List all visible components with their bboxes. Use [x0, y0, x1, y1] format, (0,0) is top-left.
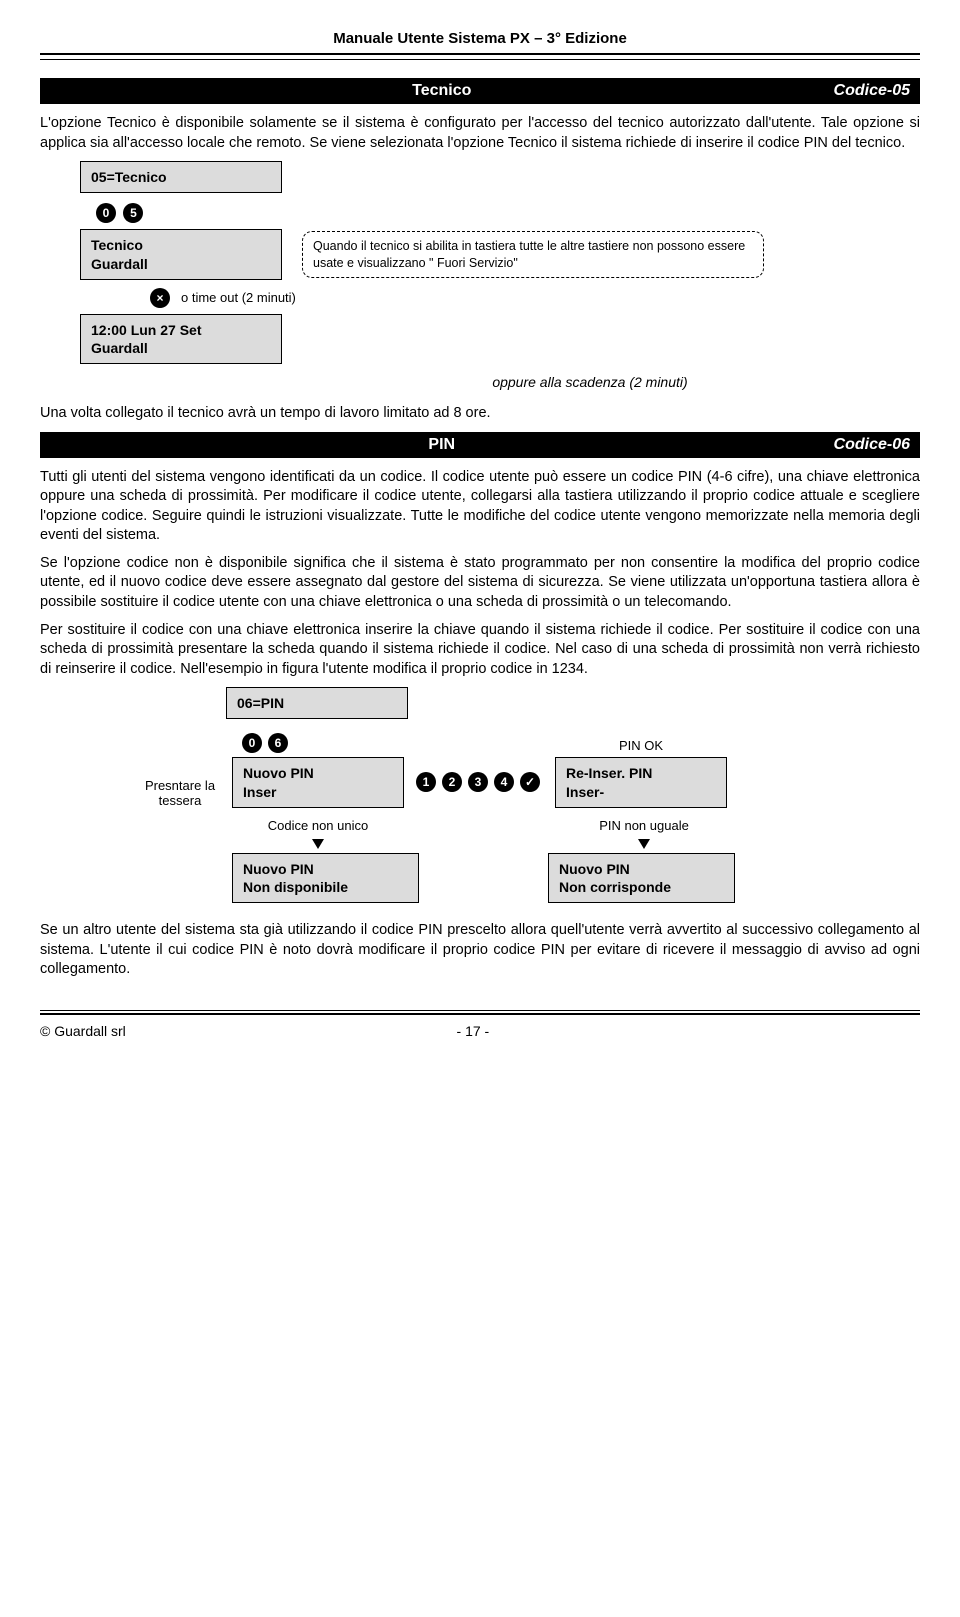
diagram-pin: 06=PIN Presntare latessera 0 6 Nuovo PIN…	[140, 687, 920, 903]
display-tecnico-guardall: Tecnico Guardall	[80, 229, 282, 279]
oppure-label: oppure alla scadenza (2 minuti)	[260, 374, 920, 390]
footer-copyright: © Guardall srl	[40, 1023, 126, 1039]
arrow-down-icon	[312, 839, 324, 849]
key-2: 2	[442, 772, 462, 792]
timeout-label: o time out (2 minuti)	[181, 290, 296, 305]
label-codice-non-unico: Codice non unico	[232, 818, 404, 833]
footer-page: - 17 -	[457, 1023, 490, 1039]
doc-header: Manuale Utente Sistema PX – 3° Edizione	[40, 30, 920, 55]
label-presentare-tessera: Presntare latessera	[140, 778, 220, 808]
display-reinser-pin: Re-Inser. PINInser-	[555, 757, 727, 807]
para-pin-conflict: Se un altro utente del sistema sta già u…	[40, 921, 920, 980]
para-8ore: Una volta collegato il tecnico avrà un t…	[40, 404, 920, 424]
para-pin-1: Tutti gli utenti del sistema vengono ide…	[40, 468, 920, 546]
section-title-pin: PIN	[50, 436, 834, 454]
section-bar-tecnico: Tecnico Codice-05	[40, 78, 920, 104]
key-ok: ✓	[520, 772, 540, 792]
key-6: 6	[268, 733, 288, 753]
section-code-pin: Codice-06	[834, 436, 910, 454]
section-code: Codice-05	[834, 82, 910, 100]
key-3: 3	[468, 772, 488, 792]
section-bar-pin: PIN Codice-06	[40, 432, 920, 458]
label-pin-non-uguale: PIN non uguale	[558, 818, 730, 833]
key-cancel: ×	[150, 288, 170, 308]
display-non-corrisponde: Nuovo PINNon corrisponde	[548, 853, 735, 903]
display-06-pin: 06=PIN	[226, 687, 408, 719]
display-non-disponibile: Nuovo PINNon disponibile	[232, 853, 419, 903]
key-0b: 0	[242, 733, 262, 753]
key-5: 5	[123, 203, 143, 223]
arrow-down-icon	[638, 839, 650, 849]
footer: © Guardall srl - 17 -	[40, 1010, 920, 1039]
label-pin-ok: PIN OK	[555, 738, 727, 753]
key-1: 1	[416, 772, 436, 792]
display-idle: 12:00 Lun 27 Set Guardall	[80, 314, 282, 364]
diagram-tecnico: 05=Tecnico 0 5 Tecnico Guardall Quando i…	[80, 161, 920, 390]
para-pin-3: Per sostituire il codice con una chiave …	[40, 621, 920, 680]
display-05-tecnico: 05=Tecnico	[80, 161, 282, 193]
display-nuovo-pin-inser: Nuovo PINInser	[232, 757, 404, 807]
section-title: Tecnico	[50, 82, 834, 100]
para-pin-2: Se l'opzione codice non è disponibile si…	[40, 554, 920, 613]
key-4: 4	[494, 772, 514, 792]
para-tecnico-intro: L'opzione Tecnico è disponibile solament…	[40, 114, 920, 153]
note-tecnico: Quando il tecnico si abilita in tastiera…	[302, 231, 764, 278]
key-0: 0	[96, 203, 116, 223]
